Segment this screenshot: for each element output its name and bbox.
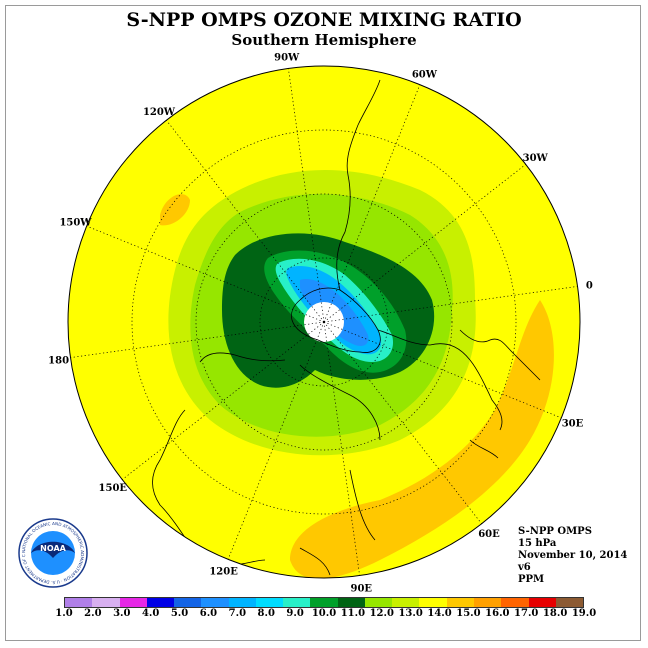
longitude-label: 150E (99, 483, 128, 494)
legend-label: 4.0 (141, 608, 160, 619)
legend-swatch (119, 598, 147, 607)
legend-label: 2.0 (84, 608, 102, 619)
color-legend (64, 597, 584, 608)
legend-label: 1.0 (55, 608, 73, 619)
longitude-label: 180 (48, 355, 69, 366)
legend-swatch (228, 598, 256, 607)
field-level-15-patch (160, 194, 190, 226)
legend-swatch (501, 598, 529, 607)
legend-swatch (255, 598, 284, 607)
legend-swatch (92, 598, 120, 607)
legend-label: 11.0 (340, 608, 366, 619)
logo-text: NOAA (40, 544, 66, 553)
longitude-label: 30E (562, 418, 584, 429)
latitude-circle-60s (131, 129, 517, 515)
info-version: v6 (518, 562, 531, 573)
legend-label: 18.0 (542, 608, 568, 619)
graticule (70, 68, 578, 576)
legend-labels: 1.0 2.0 3.0 4.0 5.0 6.0 7.0 8.0 9.0 10.0 11.0 12.0 1… (0, 608, 648, 622)
legend-swatch (201, 598, 229, 607)
bird-icon (31, 541, 75, 558)
legend-label: 9.0 (286, 608, 304, 619)
legend-label: 16.0 (485, 608, 510, 619)
legend-swatch (364, 598, 393, 607)
map-title: S-NPP OMPS OZONE MIXING RATIO (126, 9, 522, 31)
legend-label: 12.0 (369, 608, 394, 619)
longitude-label: 120W (143, 107, 176, 118)
legend-label: 8.0 (257, 608, 275, 619)
legend-label: 15.0 (456, 608, 481, 619)
longitude-labels: 0 30E 60E 90E 120E 150E 180 150W 120W 90W 60W 30W (48, 53, 593, 595)
legend-swatch (65, 598, 93, 607)
legend-swatch (528, 598, 556, 607)
ozone-field (68, 66, 580, 578)
info-date: November 10, 2014 (518, 550, 628, 561)
legend-swatch (555, 598, 584, 607)
legend-label: 14.0 (427, 608, 452, 619)
legend-label: 10.0 (311, 608, 337, 619)
field-level-15-band (290, 300, 554, 578)
legend-swatch (310, 598, 338, 607)
legend-label: 3.0 (113, 608, 131, 619)
legend-label: 5.0 (170, 608, 189, 619)
legend-label: 7.0 (228, 608, 247, 619)
legend-swatch (174, 598, 202, 607)
legend-swatch (473, 598, 502, 607)
longitude-label: 90E (351, 583, 373, 594)
legend-label: 13.0 (398, 608, 423, 619)
info-block: S-NPP OMPS 15 hPa November 10, 2014 v6 P… (518, 526, 627, 586)
legend-swatch (146, 598, 175, 607)
longitude-label: 60W (412, 70, 438, 81)
legend-swatch (446, 598, 474, 607)
map-boundary-circle (67, 65, 581, 579)
info-level: 15 hPa (518, 538, 557, 549)
legend-label: 17.0 (514, 608, 539, 619)
info-units: PPM (518, 574, 545, 585)
image-frame (5, 5, 641, 641)
legend-swatch (392, 598, 420, 607)
map-subtitle: Southern Hemisphere (231, 31, 417, 49)
longitude-label: 30W (523, 153, 549, 164)
longitude-label: 0 (586, 281, 593, 292)
longitude-label: 90W (274, 53, 300, 64)
legend-label: 19.0 (571, 608, 597, 619)
legend-swatch (337, 598, 365, 607)
legend-swatch (283, 598, 311, 607)
longitude-label: 150W (59, 218, 92, 229)
longitude-label: 120E (209, 567, 238, 578)
legend-swatch (419, 598, 447, 607)
latitude-circle-70s (195, 193, 453, 451)
info-instrument: S-NPP OMPS (518, 526, 592, 537)
noaa-logo: NATIONAL OCEANIC AND ATMOSPHERIC ADMINIS… (18, 518, 88, 588)
longitude-label: 60E (478, 529, 500, 540)
legend-label: 6.0 (199, 608, 218, 619)
latitude-circle-80s (259, 257, 389, 387)
